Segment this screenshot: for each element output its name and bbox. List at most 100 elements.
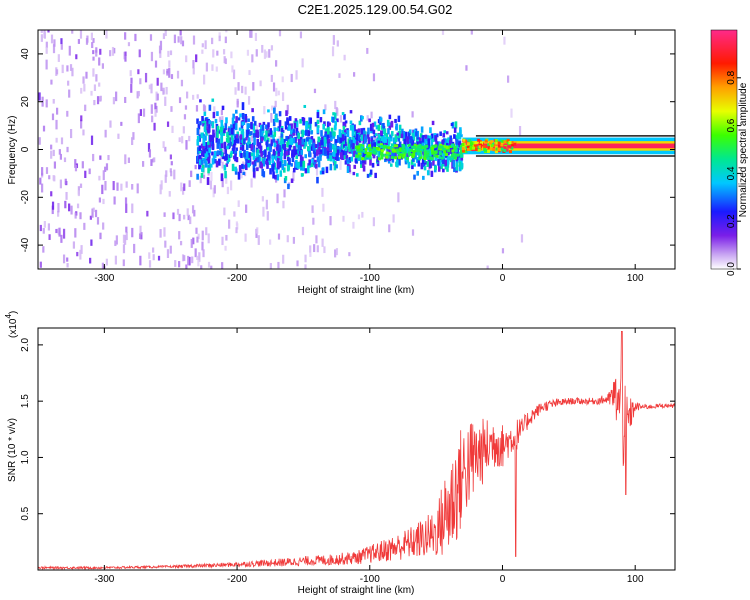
heatmap-cell [395, 148, 399, 152]
heatmap-cell [270, 113, 273, 123]
heatmap-cell [198, 150, 202, 154]
heatmap-cell [425, 154, 429, 158]
heatmap-cell [229, 152, 233, 158]
heatmap-cell [244, 163, 248, 171]
heatmap-cell [207, 164, 211, 168]
heatmap-cell [492, 143, 496, 147]
heatmap-cell [360, 128, 364, 135]
x-tick-label: -200 [227, 273, 247, 284]
heatmap-cell [138, 233, 142, 239]
heatmap-cell [92, 38, 95, 43]
heatmap-cell [40, 34, 43, 42]
heatmap-cell [484, 139, 488, 143]
heatmap-cell [85, 71, 88, 79]
heatmap-cell [292, 129, 296, 134]
heatmap-cell [305, 122, 308, 130]
heatmap-cell [267, 122, 270, 128]
heatmap-cell [401, 145, 405, 149]
heatmap-cell [274, 100, 277, 108]
heatmap-cell [190, 170, 193, 178]
heatmap-cell [387, 122, 391, 126]
heatmap-cell [501, 139, 505, 143]
heatmap-cell [379, 143, 383, 147]
chart-title: C2E1.2025.129.00.54.G02 [298, 2, 453, 17]
heatmap-cell [316, 119, 320, 125]
heatmap-cell [112, 181, 115, 191]
heatmap-cell [344, 120, 348, 124]
heatmap-cell [317, 147, 321, 154]
heatmap-cell [363, 157, 367, 165]
heatmap-cell [196, 127, 200, 136]
heatmap-cell [220, 136, 223, 144]
heatmap-cell [250, 144, 254, 150]
heatmap-cell [219, 126, 223, 132]
heatmap-cell [392, 214, 395, 223]
heatmap-cell [248, 157, 252, 165]
heatmap-cell [262, 171, 266, 178]
heatmap-cell [447, 149, 450, 156]
heatmap-cell [381, 153, 385, 157]
colorbar-tick-label: 0.2 [726, 214, 737, 228]
heatmap-cell [152, 254, 155, 261]
heatmap-cell [211, 158, 215, 165]
heatmap-cell [88, 168, 91, 175]
heatmap-cell [468, 139, 472, 143]
heatmap-cell [95, 50, 98, 57]
heatmap-cell [318, 139, 322, 147]
heatmap-cell [192, 35, 196, 45]
heatmap-cell [125, 181, 128, 188]
heatmap-cell [458, 147, 462, 151]
heatmap-cell [449, 135, 453, 144]
heatmap-cell [297, 144, 301, 151]
heatmap-cell [358, 149, 362, 153]
heatmap-cell [470, 30, 473, 35]
heatmap-cell [306, 146, 310, 152]
heatmap-cell [295, 155, 299, 160]
heatmap-cell [506, 140, 510, 144]
heatmap-cell [425, 140, 429, 147]
heatmap-cell [387, 136, 391, 145]
snr-y-scale: (x104) [4, 311, 19, 338]
heatmap-cell [159, 229, 162, 238]
heatmap-cell [364, 151, 368, 159]
heatmap-cell [259, 145, 263, 153]
heatmap-cell [169, 50, 173, 56]
heatmap-cell [385, 151, 389, 155]
heatmap-cell [398, 124, 402, 131]
heatmap-cell [250, 131, 253, 136]
heatmap-cell [43, 31, 46, 39]
heatmap-cell [353, 72, 356, 77]
heatmap-cell [374, 172, 377, 179]
heatmap-cell [224, 36, 227, 44]
heatmap-cell [369, 123, 373, 132]
heatmap-cell [183, 114, 187, 120]
heatmap-cell [421, 135, 425, 143]
heatmap-cell [380, 152, 384, 156]
heatmap-cell [372, 150, 376, 154]
heatmap-cell [452, 159, 456, 168]
heatmap-cell [300, 166, 303, 171]
heatmap-cell [255, 49, 258, 57]
heatmap-cell [280, 151, 284, 156]
heatmap-cell [330, 127, 334, 136]
heatmap-cell [248, 131, 252, 137]
heatmap-cell [411, 165, 414, 170]
heatmap-cell [213, 185, 216, 194]
heatmap-cell [358, 143, 362, 147]
heatmap-cell [394, 156, 398, 160]
heatmap-cell [272, 82, 276, 92]
heatmap-cell [147, 143, 151, 152]
snr-x-label: Height of straight line (km) [298, 585, 415, 596]
heatmap-cell [163, 227, 166, 237]
heatmap-cell [256, 167, 259, 172]
heatmap-cell [234, 135, 238, 144]
heatmap-cell [339, 115, 343, 123]
heatmap-cell [411, 111, 414, 118]
heatmap-cell [442, 151, 445, 157]
heatmap-cell [423, 150, 427, 154]
heatmap-cell [334, 100, 337, 110]
heatmap-cell [114, 240, 117, 247]
heatmap-cell [380, 130, 383, 136]
heatmap-cell [91, 208, 94, 218]
heatmap-cell [183, 255, 186, 261]
